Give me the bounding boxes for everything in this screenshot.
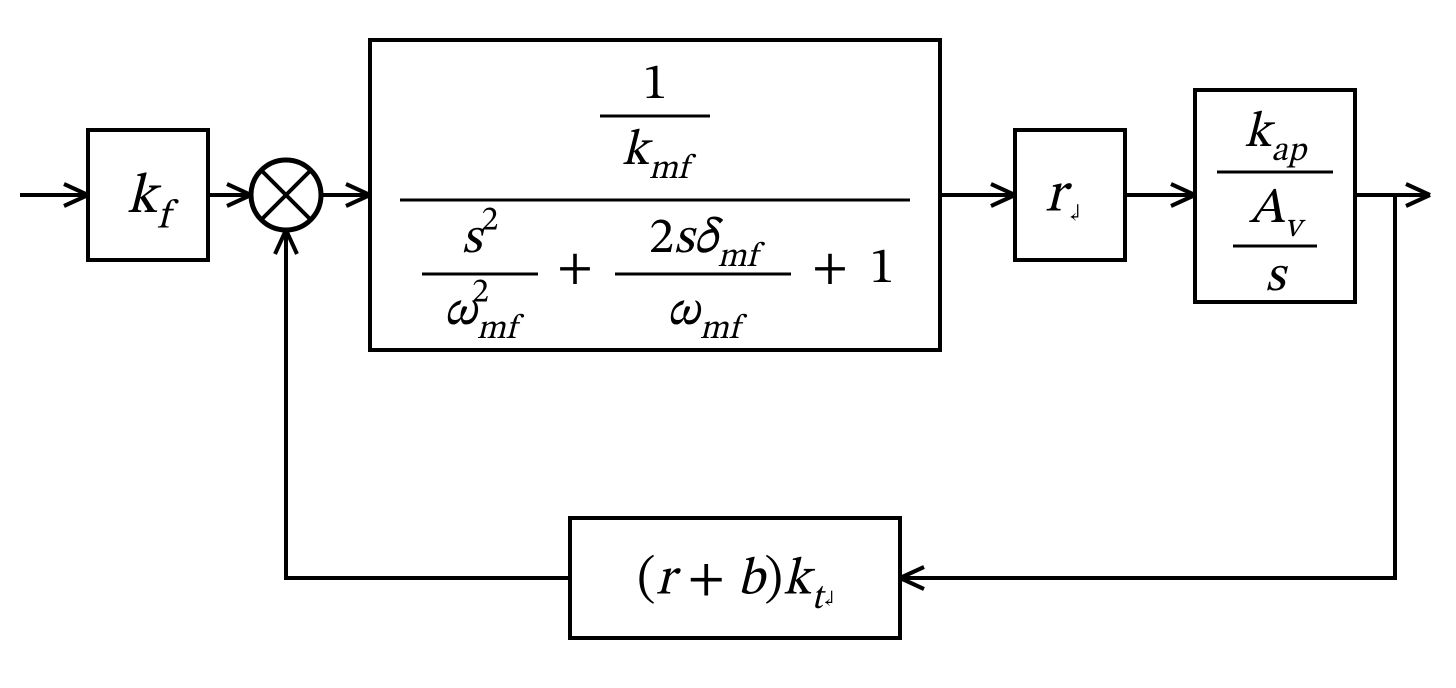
svg-text:s: s <box>1265 252 1288 302</box>
svg-text:1: 1 <box>870 244 895 294</box>
svg-text:+: + <box>812 244 848 294</box>
svg-text:+: + <box>557 244 593 294</box>
svg-text:1: 1 <box>643 60 668 110</box>
